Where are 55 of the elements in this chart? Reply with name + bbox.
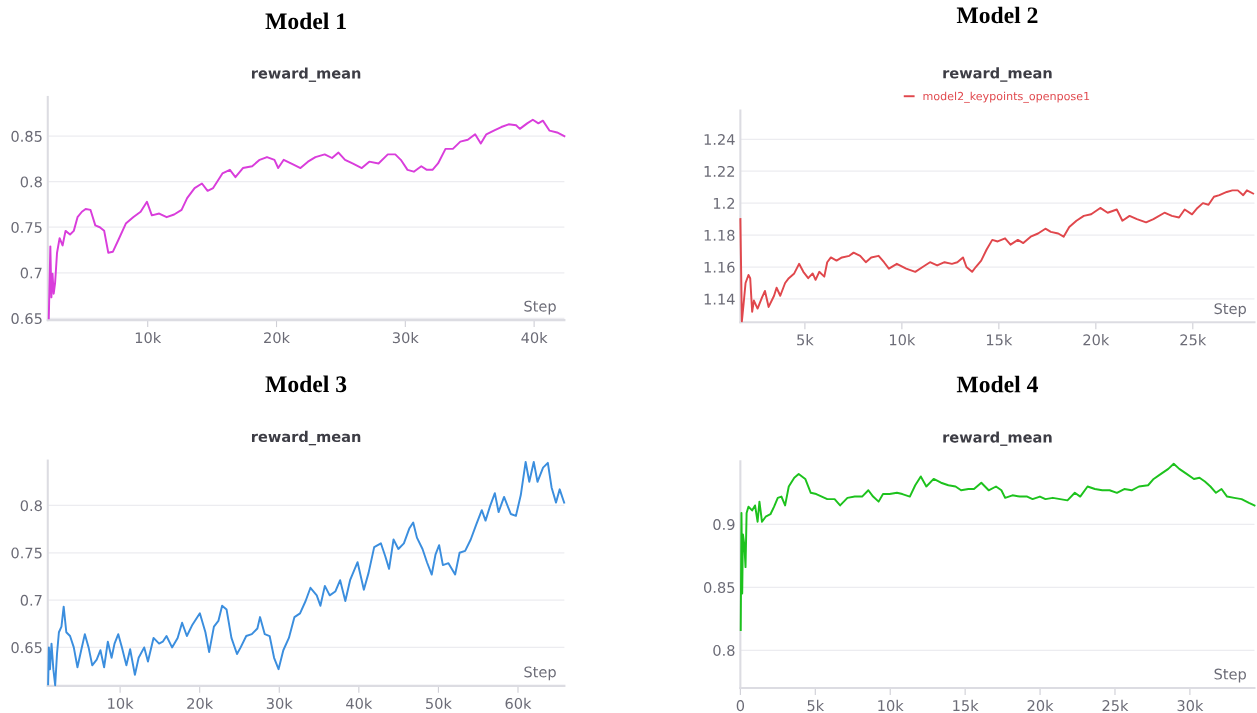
y-tick-label: 1.14 <box>704 293 735 305</box>
chart-subtitle: reward_mean <box>943 431 1052 446</box>
x-tick-label: 15k <box>986 334 1013 346</box>
y-tick-label: 0.7 <box>20 594 42 606</box>
x-tick-label: 20k <box>264 331 290 344</box>
y-tick-label: 0.8 <box>20 176 42 188</box>
x-tick-label: 10k <box>889 334 916 346</box>
y-tick-label: 1.24 <box>704 133 735 145</box>
x-tick-label: 30k <box>1177 699 1204 712</box>
x-tick-label: 40k <box>521 331 548 344</box>
y-tick-label: 0.65 <box>11 642 42 654</box>
y-tick-label: 1.16 <box>704 261 735 273</box>
x-tick-label: 50k <box>426 697 452 709</box>
x-tick-label: 25k <box>1180 334 1207 346</box>
y-tick-label: 0.85 <box>704 581 735 594</box>
x-tick-label: 25k <box>1102 699 1129 712</box>
x-tick-label: 20k <box>1083 334 1110 346</box>
y-tick-label: 0.75 <box>11 221 42 233</box>
chart-title: Model 4 <box>956 375 1038 393</box>
y-tick-label: 1.2 <box>713 197 735 209</box>
line-series <box>739 462 1256 632</box>
chart-subtitle: reward_mean <box>251 67 361 82</box>
x-tick-label: 40k <box>346 697 373 709</box>
x-tick-label: 20k <box>187 697 214 709</box>
y-tick-label: 0.75 <box>11 547 42 559</box>
y-tick-label: 1.22 <box>704 165 735 177</box>
x-axis-title: Step <box>1214 303 1246 317</box>
chart-subtitle: reward_mean <box>251 430 361 446</box>
x-tick-label: 60k <box>505 697 532 709</box>
x-tick-label: 10k <box>878 699 904 712</box>
y-tick-label: 0.85 <box>11 130 42 142</box>
legend-label: model2_keypoints_openpose1 <box>923 91 1090 103</box>
y-tick-label: 0.8 <box>20 500 42 512</box>
x-tick-label: 30k <box>392 331 419 344</box>
x-axis-title: Step <box>1214 668 1246 683</box>
x-tick-label: 5k <box>797 334 814 346</box>
chart-title: Model 1 <box>265 12 346 30</box>
x-tick-label: 15k <box>953 699 979 712</box>
chart-title: Model 2 <box>956 6 1038 24</box>
y-tick-label: 1.18 <box>704 229 735 241</box>
line-series <box>47 460 566 687</box>
x-tick-label: 5k <box>807 699 825 712</box>
chart-subtitle: reward_mean <box>943 67 1052 82</box>
x-tick-label: 20k <box>1027 699 1054 712</box>
y-tick-label: 0.8 <box>713 644 735 656</box>
chart-title: Model 3 <box>265 375 347 393</box>
x-tick-label: 0 <box>736 700 745 712</box>
x-tick-label: 10k <box>108 697 134 709</box>
y-tick-label: 0.7 <box>20 267 42 279</box>
x-axis-title: Step <box>524 300 556 315</box>
x-tick-label: 10k <box>135 331 162 344</box>
x-axis-title: Step <box>524 666 556 681</box>
y-tick-label: 0.9 <box>713 519 735 531</box>
x-tick-label: 30k <box>266 697 293 709</box>
y-tick-label: 0.65 <box>11 313 42 325</box>
